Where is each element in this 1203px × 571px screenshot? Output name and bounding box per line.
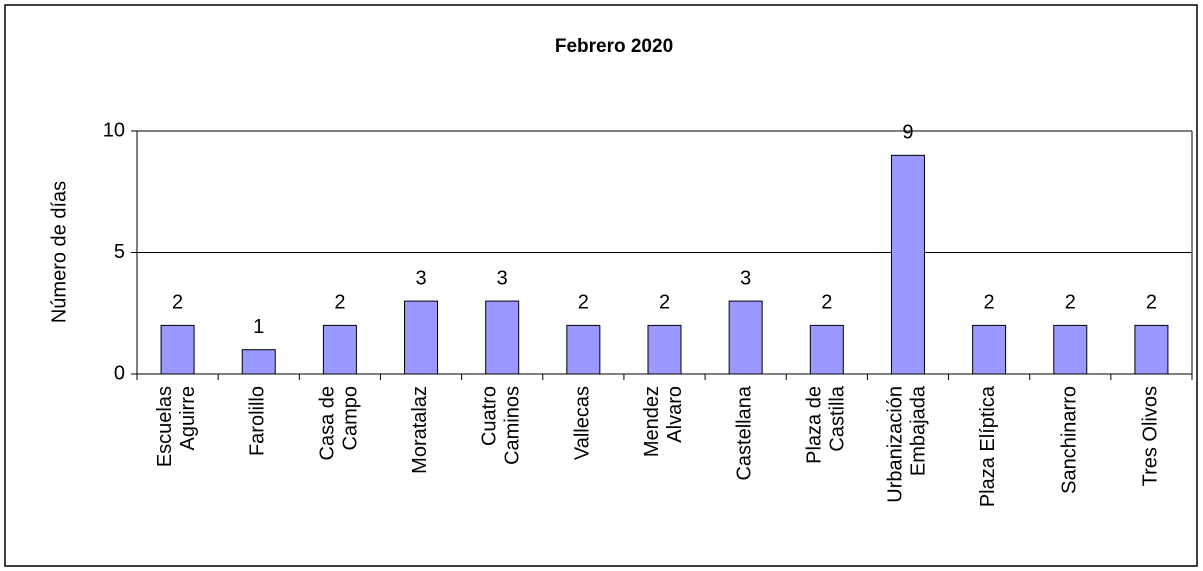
- x-tick-label: EscuelasAguirre: [154, 386, 199, 467]
- value-label: 2: [172, 292, 183, 314]
- x-tick-label: Castellana: [734, 385, 756, 480]
- bar: [404, 300, 439, 375]
- x-tick-label: CuatroCaminos: [479, 386, 524, 465]
- value-label: 9: [902, 122, 913, 144]
- bar: [241, 349, 276, 375]
- x-tick-label: Farolillo: [247, 386, 269, 456]
- value-label: 2: [1146, 292, 1157, 314]
- x-tick-label-line: Caminos: [502, 386, 524, 465]
- x-tick-label-line: Plaza Elíptica: [977, 385, 999, 507]
- x-tick-label-line: Mendez: [641, 386, 663, 457]
- value-label: 2: [578, 292, 589, 314]
- value-label: 1: [253, 316, 264, 338]
- value-label: 2: [334, 292, 345, 314]
- y-axis-label: Número de días: [48, 181, 70, 323]
- x-tick-label: MendezAlvaro: [641, 386, 686, 457]
- bar: [160, 324, 195, 375]
- value-label: 2: [659, 292, 670, 314]
- x-tick-label-line: Campo: [340, 386, 362, 450]
- x-tick-label-line: Sanchinarro: [1059, 386, 1081, 494]
- x-tick-label: UrbanizaciónEmbajada: [885, 385, 930, 503]
- chart-frame: [4, 4, 1198, 567]
- value-label: 2: [821, 292, 832, 314]
- x-tick-label-line: Aguirre: [177, 386, 199, 450]
- value-label: 3: [740, 267, 751, 289]
- bar: [809, 324, 844, 375]
- x-tick-label-line: Castilla: [827, 385, 849, 451]
- value-label: 3: [415, 267, 426, 289]
- x-tick-label-line: Embajada: [908, 385, 930, 476]
- x-tick-label: Plaza Elíptica: [977, 385, 999, 507]
- y-tick-label: 10: [103, 119, 125, 141]
- x-tick-label: Tres Olivos: [1140, 386, 1162, 486]
- x-tick-label: Plaza deCastilla: [804, 385, 849, 464]
- y-tick-label: 0: [114, 362, 125, 384]
- x-tick-label: Moratalaz: [409, 386, 431, 474]
- value-label: 2: [1065, 292, 1076, 314]
- x-tick-label-line: Urbanización: [885, 386, 907, 503]
- chart-title: Febrero 2020: [555, 36, 673, 57]
- bar: [890, 154, 925, 375]
- x-tick-label-line: Vallecas: [572, 386, 594, 460]
- bar: [322, 324, 357, 375]
- value-label: 3: [497, 267, 508, 289]
- bar: [972, 324, 1007, 375]
- x-tick-label-line: Castellana: [734, 385, 756, 480]
- bar: [1134, 324, 1169, 375]
- bar: [728, 300, 763, 375]
- bar: [1053, 324, 1088, 375]
- bar: [485, 300, 520, 375]
- x-tick-label-line: Casa de: [317, 386, 339, 461]
- bar: [647, 324, 682, 375]
- y-tick-label: 5: [114, 241, 125, 263]
- x-tick-label-line: Cuatro: [479, 386, 501, 446]
- x-tick-label-line: Moratalaz: [409, 386, 431, 474]
- bar: [566, 324, 601, 375]
- x-tick-label-line: Escuelas: [154, 386, 176, 467]
- x-tick-label-line: Plaza de: [804, 386, 826, 464]
- x-tick-label: Vallecas: [572, 386, 594, 460]
- x-tick-label: Casa deCampo: [317, 386, 362, 461]
- x-tick-label-line: Alvaro: [664, 386, 686, 443]
- x-tick-label-line: Farolillo: [247, 386, 269, 456]
- value-label: 2: [984, 292, 995, 314]
- x-tick-label: Sanchinarro: [1059, 386, 1081, 494]
- x-tick-label-line: Tres Olivos: [1140, 386, 1162, 486]
